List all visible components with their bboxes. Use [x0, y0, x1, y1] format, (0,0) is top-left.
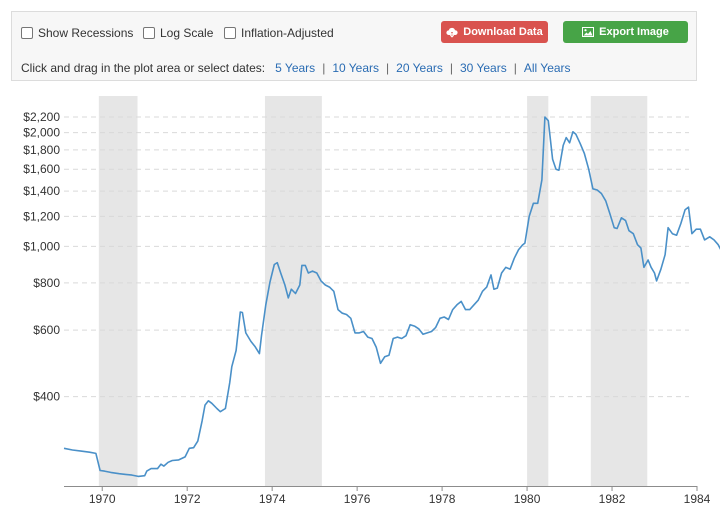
range-10-years[interactable]: 10 Years [332, 61, 380, 75]
range-separator: | [449, 61, 453, 75]
x-tick-label: 1984 [684, 492, 711, 506]
x-tick-label: 1970 [89, 492, 116, 506]
y-tick-label: $1,200 [23, 209, 60, 223]
range-5-years[interactable]: 5 Years [275, 61, 316, 75]
range-separator: | [386, 61, 390, 75]
y-tick-label: $2,200 [23, 110, 60, 124]
show-recessions-label: Show Recessions [38, 26, 134, 40]
inflation-adjusted-toggle[interactable]: Inflation-Adjusted [224, 25, 334, 41]
recession-band [527, 96, 549, 486]
x-tick-label: 1978 [429, 492, 456, 506]
y-axis: $400 $600 $800 $1,000 $1,200 $1,400 $1,600 $1,8… [23, 110, 60, 404]
y-tick-label: $800 [33, 276, 60, 290]
download-data-label: Download Data [463, 26, 543, 38]
y-tick-label: $400 [33, 390, 60, 404]
recession-bands [98, 96, 648, 486]
series-line [63, 116, 720, 478]
range-all-years[interactable]: All Years [523, 61, 571, 75]
recession-band [98, 96, 138, 486]
inflation-adjusted-checkbox[interactable] [224, 27, 236, 39]
inflation-adjusted-label: Inflation-Adjusted [241, 26, 334, 40]
price-chart[interactable]: $400 $600 $800 $1,000 $1,200 $1,400 $1,600 $1,8… [0, 90, 720, 511]
export-image-label: Export Image [599, 26, 669, 38]
show-recessions-toggle[interactable]: Show Recessions [21, 25, 133, 41]
x-tick-label: 1976 [344, 492, 371, 506]
x-tick-label: 1972 [174, 492, 201, 506]
y-tick-label: $1,400 [23, 184, 60, 198]
range-20-years[interactable]: 20 Years [396, 61, 443, 75]
log-scale-label: Log Scale [160, 26, 214, 40]
range-separator: | [513, 61, 517, 75]
y-tick-label: $1,600 [23, 162, 60, 176]
y-tick-label: $600 [33, 323, 60, 337]
image-icon [582, 27, 595, 37]
y-tick-label: $2,000 [23, 126, 60, 140]
show-recessions-checkbox[interactable] [21, 27, 33, 39]
export-image-button[interactable]: Export Image [563, 21, 688, 43]
chart-toolbar: Show Recessions Log Scale Inflation-Adju… [11, 11, 697, 81]
download-data-button[interactable]: Download Data [441, 21, 548, 43]
x-tick-label: 1982 [599, 492, 626, 506]
cloud-download-icon [446, 27, 458, 38]
x-tick-label: 1974 [259, 492, 286, 506]
y-tick-label: $1,000 [23, 239, 60, 253]
range-separator: | [322, 61, 326, 75]
x-tick-label: 1980 [514, 492, 541, 506]
log-scale-toggle[interactable]: Log Scale [143, 25, 213, 41]
y-tick-label: $1,800 [23, 143, 60, 157]
date-range-prompt: Click and drag in the plot area or selec… [21, 61, 266, 75]
x-axis: 1970 1972 1974 1976 1978 1980 1982 1984 [64, 486, 711, 506]
date-range-selector: Click and drag in the plot area or selec… [21, 60, 571, 76]
series-group [63, 116, 720, 478]
recession-band [590, 96, 648, 486]
log-scale-checkbox[interactable] [143, 27, 155, 39]
range-30-years[interactable]: 30 Years [460, 61, 507, 75]
